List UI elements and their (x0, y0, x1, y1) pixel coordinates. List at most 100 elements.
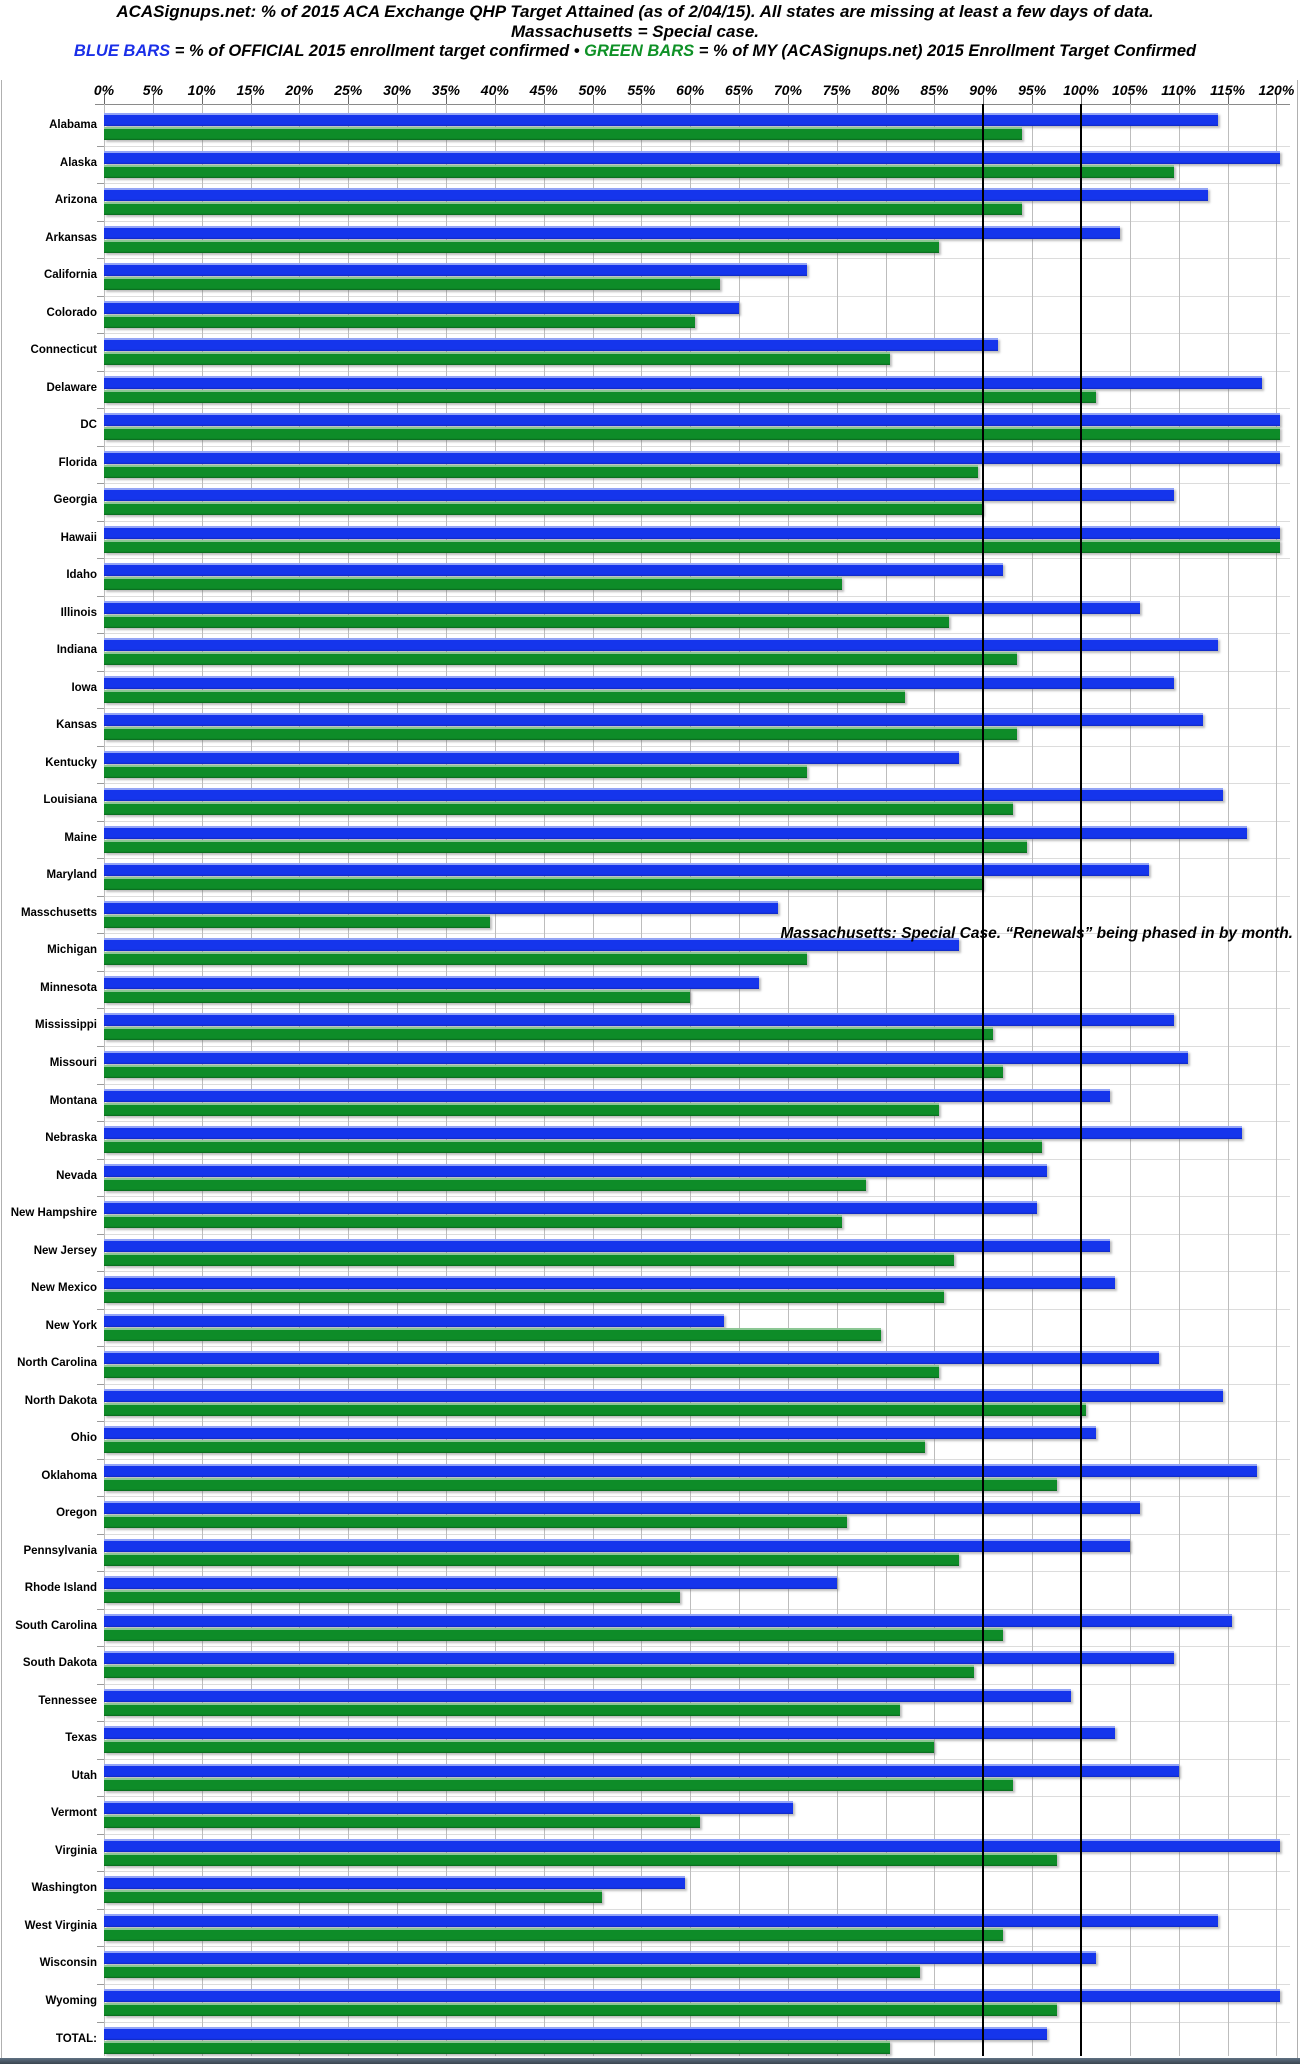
row-separator (104, 1083, 1290, 1085)
state-label-virginia: Virginia (55, 1844, 97, 1857)
acasignups-target-bar (104, 1590, 681, 1604)
acasignups-target-bar (104, 877, 984, 891)
acasignups-target-bar (104, 1852, 1057, 1866)
row-separator (104, 595, 1290, 597)
acasignups-target-bar (104, 802, 1013, 816)
row-separator-tick (97, 1721, 104, 1723)
row-separator-tick (97, 1796, 104, 1798)
state-label-arizona: Arizona (54, 194, 97, 207)
row-separator-tick (97, 895, 104, 897)
row-separator-tick (97, 1421, 104, 1423)
official-target-bar (104, 1501, 1140, 1515)
acasignups-target-bar (104, 764, 808, 778)
state-label-oregon: Oregon (56, 1507, 97, 1520)
axis-tick-mark (104, 95, 105, 104)
row-separator (104, 220, 1290, 222)
state-label-washington: Washington (31, 1882, 97, 1895)
acasignups-target-bar (104, 1965, 920, 1979)
gridline-75 (836, 104, 838, 2056)
gridline-60 (690, 104, 692, 2056)
row-separator (104, 145, 1290, 147)
state-label-louisiana: Louisiana (43, 794, 97, 807)
row-separator (104, 1571, 1290, 1573)
official-target-bar (104, 1426, 1096, 1440)
row-separator-tick (97, 670, 104, 672)
row-separator (104, 1683, 1290, 1685)
gridline-5 (152, 104, 154, 2056)
row-separator-tick (97, 558, 104, 560)
official-target-bar (104, 1276, 1116, 1290)
top-axis-line (95, 104, 1290, 105)
row-separator-tick (97, 1908, 104, 1910)
axis-tick-mark (592, 95, 594, 104)
gridline-55 (641, 104, 643, 2056)
state-label-maine: Maine (64, 831, 97, 844)
official-target-bar (104, 113, 1218, 126)
official-target-bar (104, 863, 1150, 877)
acasignups-target-bar (104, 389, 1096, 403)
row-separator (104, 1758, 1290, 1760)
acasignups-target-bar (104, 1140, 1042, 1154)
axis-tick-label-80: 80% (871, 82, 900, 98)
state-label-hawaii: Hawaii (60, 531, 97, 544)
gridline-50 (592, 104, 594, 2056)
row-separator (104, 1796, 1290, 1798)
row-separator (104, 970, 1290, 972)
row-separator-tick (97, 1271, 104, 1273)
gridline-120 (1276, 104, 1278, 2056)
gridline-65 (739, 104, 741, 2056)
official-target-bar (104, 975, 759, 989)
gridline-95 (1032, 104, 1034, 2056)
row-separator (104, 1458, 1290, 1460)
row-separator (104, 1008, 1290, 1010)
acasignups-target-bar (104, 127, 1023, 140)
state-label-colorado: Colorado (46, 306, 97, 319)
acasignups-target-bar (104, 652, 1018, 666)
row-separator (104, 445, 1290, 447)
acasignups-target-bar (104, 1777, 1013, 1791)
acasignups-target-bar (104, 577, 842, 591)
state-label-rhode-island: Rhode Island (24, 1582, 97, 1595)
axis-tick-mark (152, 95, 154, 104)
bottom-axis-line (0, 2058, 1300, 2064)
state-label-vermont: Vermont (50, 1807, 97, 1820)
state-label-illinois: Illinois (60, 606, 97, 619)
official-target-bar (104, 2026, 1047, 2040)
row-separator-tick (97, 1608, 104, 1610)
legend-blue-text: = % of OFFICIAL 2015 enrollment target c… (170, 42, 570, 60)
row-separator (104, 1346, 1290, 1348)
row-separator (104, 1946, 1290, 1948)
axis-tick-label-30: 30% (383, 82, 412, 98)
row-separator-tick (97, 1233, 104, 1235)
reference-line-90 (982, 104, 985, 2056)
official-target-bar (104, 675, 1174, 689)
axis-tick-label-25: 25% (334, 82, 363, 98)
row-separator-tick (97, 1833, 104, 1835)
reference-line-100 (1080, 104, 1082, 2056)
official-target-bar (104, 525, 1281, 539)
gridline-25 (348, 104, 350, 2056)
acasignups-target-bar (104, 1440, 925, 1454)
row-separator-tick (97, 145, 104, 147)
acasignups-target-bar (104, 1665, 974, 1679)
acasignups-target-bar (104, 839, 1028, 853)
gridline-45 (543, 104, 545, 2056)
row-separator-tick (97, 1646, 104, 1648)
row-separator (104, 483, 1290, 485)
official-target-bar (104, 900, 779, 914)
official-target-bar (104, 1876, 686, 1890)
row-separator-tick (97, 408, 104, 410)
acasignups-target-bar (104, 239, 940, 253)
row-separator-tick (97, 933, 104, 935)
axis-tick-mark (1032, 95, 1034, 104)
gridline-30 (397, 104, 399, 2056)
state-label-missouri: Missouri (49, 1057, 97, 1069)
gridline-15 (250, 104, 252, 2056)
row-separator-tick (97, 1458, 104, 1460)
row-separator (104, 633, 1290, 635)
gridline-20 (299, 104, 301, 2056)
row-separator (104, 1496, 1290, 1498)
state-label-kansas: Kansas (56, 719, 97, 732)
legend-separator: • (569, 42, 585, 60)
